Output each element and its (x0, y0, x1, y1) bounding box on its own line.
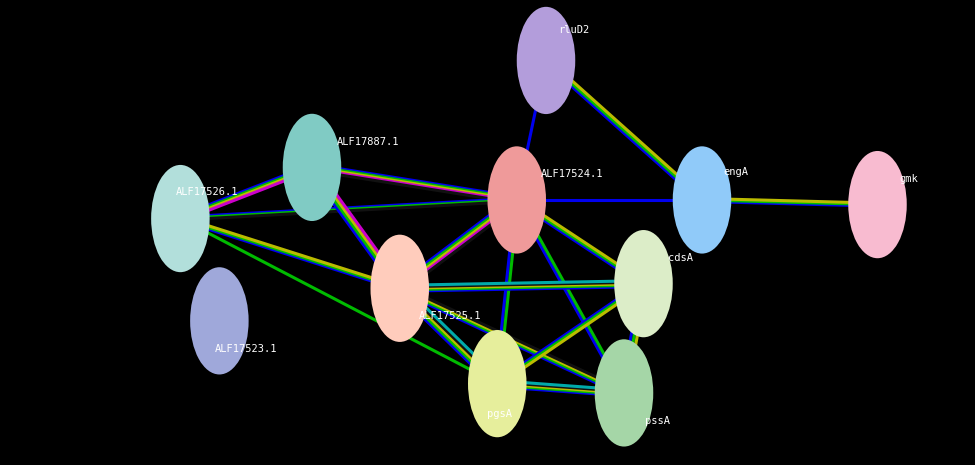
Text: engA: engA (723, 167, 749, 177)
Ellipse shape (468, 330, 526, 437)
Text: ALF17525.1: ALF17525.1 (419, 311, 482, 321)
Text: pssA: pssA (645, 416, 671, 426)
Ellipse shape (595, 339, 653, 446)
Text: rluD2: rluD2 (558, 25, 589, 35)
Ellipse shape (488, 146, 546, 253)
Text: gmk: gmk (899, 174, 917, 184)
Text: ALF17523.1: ALF17523.1 (214, 344, 277, 354)
Text: pgsA: pgsA (488, 409, 513, 419)
Ellipse shape (151, 165, 210, 272)
Text: ALF17887.1: ALF17887.1 (336, 137, 399, 147)
Text: ALF17526.1: ALF17526.1 (176, 186, 238, 197)
Ellipse shape (614, 230, 673, 337)
Ellipse shape (370, 235, 429, 342)
Ellipse shape (190, 267, 249, 374)
Text: ALF17524.1: ALF17524.1 (541, 169, 604, 179)
Ellipse shape (673, 146, 731, 253)
Ellipse shape (283, 114, 341, 221)
Ellipse shape (848, 151, 907, 258)
Ellipse shape (517, 7, 575, 114)
Text: cdsA: cdsA (668, 253, 693, 263)
